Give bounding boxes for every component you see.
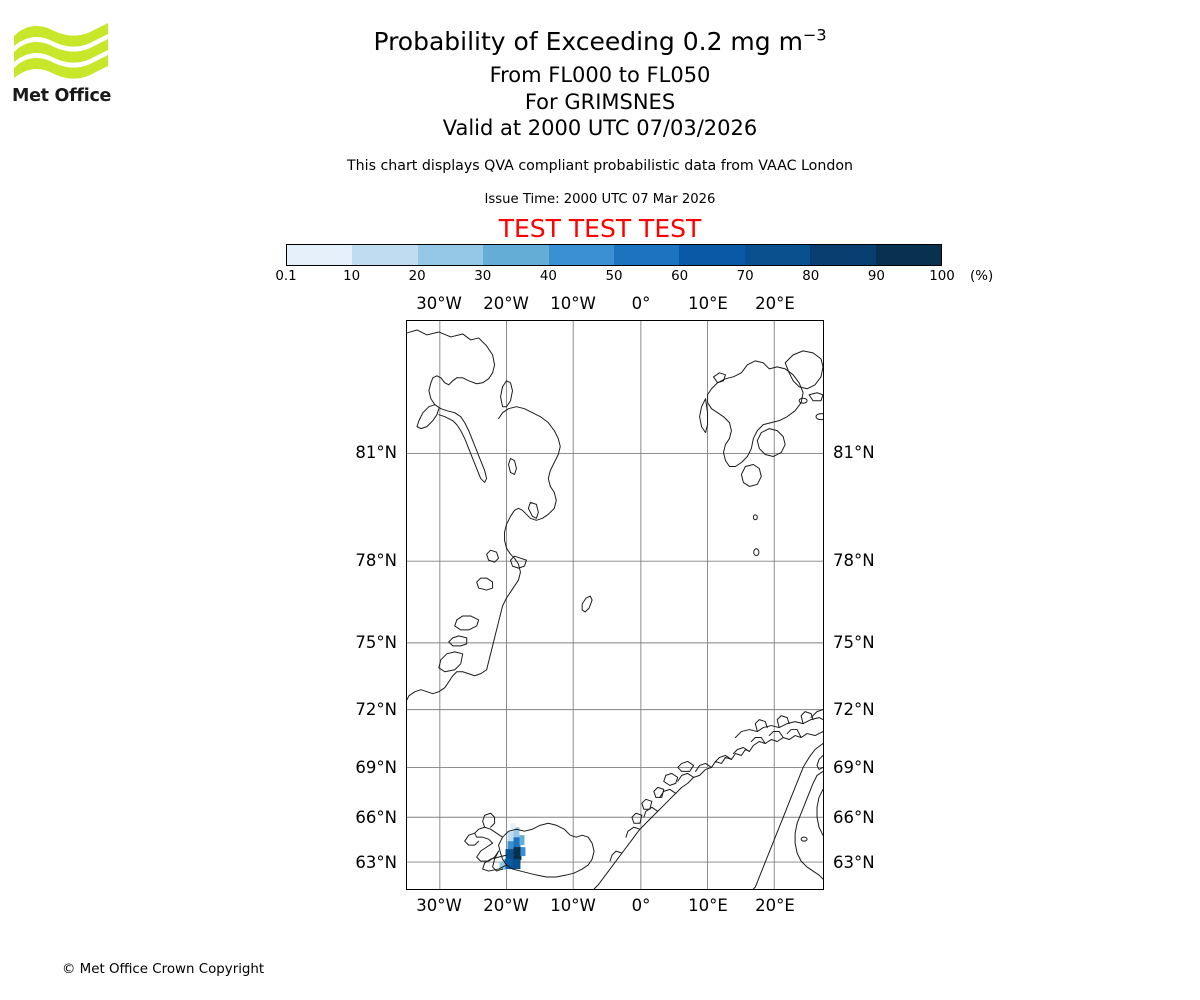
colorbar-band-5 — [614, 245, 680, 265]
lat-label-right-5: 66°N — [833, 808, 875, 827]
lat-label-left-5: 66°N — [355, 808, 397, 827]
colorbar-tick-50: 50 — [605, 269, 623, 284]
met-office-wave-mark — [14, 23, 108, 79]
lon-label-top-5: 20°E — [755, 294, 795, 313]
colorbar-band-0 — [287, 245, 353, 265]
colorbar-band-3 — [483, 245, 549, 265]
lon-label-bottom-5: 20°E — [755, 896, 795, 915]
valid-time-subtitle: Valid at 2000 UTC 07/03/2026 — [442, 116, 758, 140]
colorbar-band-4 — [548, 245, 615, 265]
colorbar-tick-70: 70 — [736, 269, 754, 284]
map-coastlines — [407, 329, 823, 889]
met-office-logo: Met Office — [12, 22, 122, 117]
lon-label-bottom-0: 30°W — [416, 896, 462, 915]
lat-label-left-6: 63°N — [355, 853, 397, 872]
lon-label-top-3: 0° — [631, 294, 651, 313]
colorbar-tick-40: 40 — [539, 269, 557, 284]
ash-probability-plume — [499, 823, 526, 871]
map-gridlines — [407, 321, 823, 889]
page-title-exponent: −3 — [802, 25, 827, 45]
copyright-notice: © Met Office Crown Copyright — [62, 962, 265, 977]
lat-label-left-1: 78°N — [355, 551, 397, 570]
colorbar-tick-10: 10 — [343, 269, 361, 284]
lon-label-bottom-1: 20°W — [483, 896, 529, 915]
colorbar-tick-30: 30 — [474, 269, 492, 284]
colorbar-tick-60: 60 — [671, 269, 689, 284]
colorbar-tick-20: 20 — [408, 269, 426, 284]
lat-label-left-3: 72°N — [355, 700, 397, 719]
colorbar-band-6 — [679, 245, 745, 265]
test-banner: TEST TEST TEST — [498, 214, 702, 243]
colorbar-tick-0.1: 0.1 — [275, 269, 297, 284]
lat-label-right-2: 75°N — [833, 633, 875, 652]
lat-label-left-4: 69°N — [355, 758, 397, 777]
probability-colorbar — [286, 244, 942, 266]
colorbar-band-7 — [744, 245, 811, 265]
colorbar-band-1 — [352, 245, 418, 265]
lat-label-left-2: 75°N — [355, 633, 397, 652]
lat-label-right-0: 81°N — [833, 443, 875, 462]
lon-label-bottom-2: 10°W — [550, 896, 596, 915]
met-office-logo-text: Met Office — [12, 86, 112, 106]
colorbar-tick-labels: 0.1 10 20 30 40 50 60 70 80 90 100 — [275, 268, 954, 288]
lon-label-top-2: 10°W — [550, 294, 596, 313]
lat-label-left-0: 81°N — [355, 443, 397, 462]
lon-label-bottom-3: 0° — [631, 896, 651, 915]
page-title-text: Probability of Exceeding 0.2 mg m — [373, 27, 803, 56]
colorbar-band-8 — [810, 245, 876, 265]
lon-label-top-1: 20°W — [483, 294, 529, 313]
issue-time-note: Issue Time: 2000 UTC 07 Mar 2026 — [484, 192, 716, 207]
page-title: Probability of Exceeding 0.2 mg m−3 — [0, 27, 1200, 57]
lon-label-bottom-4: 10°E — [688, 896, 728, 915]
colorbar-band-9 — [875, 245, 942, 265]
colorbar-tick-80: 80 — [802, 269, 820, 284]
qva-note: This chart displays QVA compliant probab… — [346, 158, 853, 174]
colorbar-unit-label: (%) — [970, 269, 994, 284]
volcano-subtitle: For GRIMSNES — [524, 90, 676, 114]
lon-label-top-4: 10°E — [688, 294, 728, 313]
lat-label-right-6: 63°N — [833, 853, 875, 872]
lon-label-top-0: 30°W — [416, 294, 462, 313]
map-svg — [407, 321, 823, 889]
colorbar-band-2 — [417, 245, 484, 265]
colorbar-tick-100: 100 — [929, 269, 955, 284]
lat-label-right-3: 72°N — [833, 700, 875, 719]
flight-level-subtitle: From FL000 to FL050 — [489, 63, 711, 87]
colorbar-tick-90: 90 — [867, 269, 885, 284]
lat-label-right-1: 78°N — [833, 551, 875, 570]
lat-label-right-4: 69°N — [833, 758, 875, 777]
map-plot-area[interactable] — [406, 320, 824, 890]
